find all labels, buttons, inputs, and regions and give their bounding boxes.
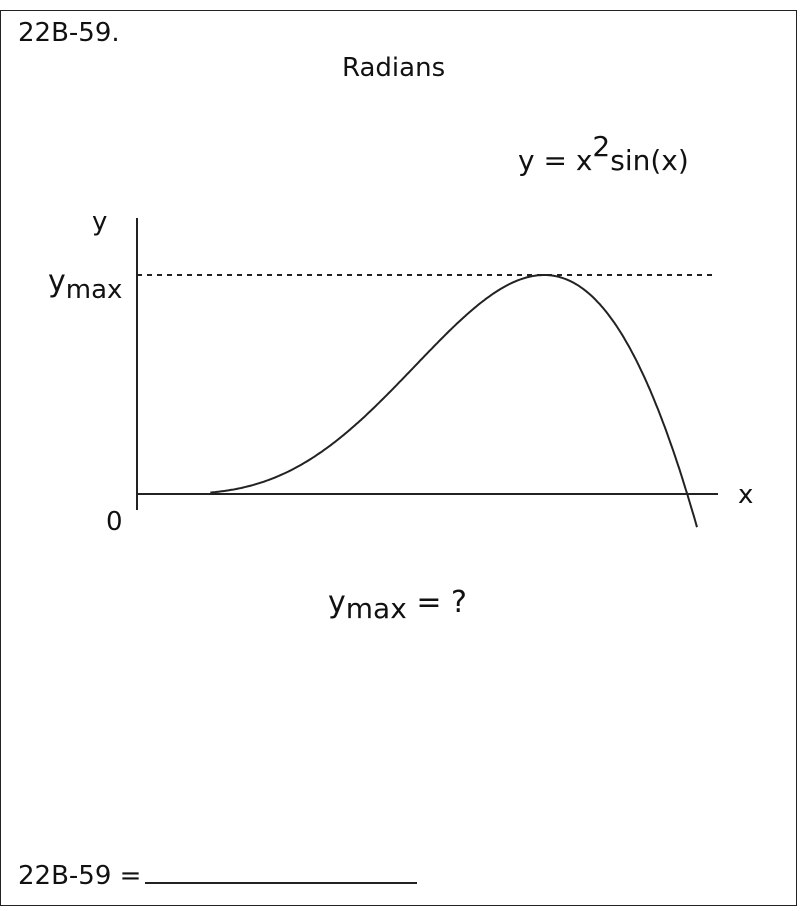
ymax-label-subscript: max (66, 275, 123, 305)
x-axis-label: x (738, 480, 753, 510)
unit-label: Radians (342, 53, 446, 83)
answer-prompt: 22B-59 = (18, 861, 142, 891)
worksheet-frame (0, 10, 797, 906)
ymax-label: ymax (48, 264, 122, 305)
function-equation: y = x2sin(x) (518, 133, 689, 177)
equation-exponent: 2 (592, 130, 611, 163)
equation-rhs: sin(x) (610, 144, 689, 177)
question: ymax = ? (328, 585, 467, 623)
equation-lhs: y = x (518, 144, 593, 177)
answer-blank[interactable] (145, 860, 418, 884)
problem-number: 22B-59. (18, 18, 120, 48)
origin-label: 0 (106, 507, 123, 537)
question-suffix: = ? (406, 585, 467, 620)
question-base: y (328, 585, 346, 620)
question-subscript: max (345, 592, 407, 625)
answer-row: 22B-59 = (18, 860, 418, 891)
ymax-label-base: y (48, 264, 66, 299)
curve-x2-sinx (210, 274, 698, 528)
y-axis-label: y (92, 207, 107, 237)
